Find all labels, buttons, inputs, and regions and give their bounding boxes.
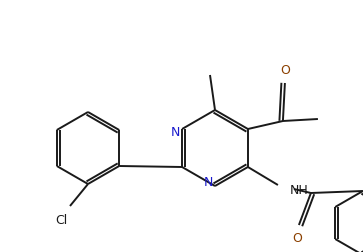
Text: Cl: Cl bbox=[55, 213, 67, 227]
Text: NH: NH bbox=[290, 184, 309, 198]
Text: O: O bbox=[280, 64, 290, 77]
Text: O: O bbox=[292, 233, 302, 245]
Text: N: N bbox=[203, 175, 213, 188]
Text: N: N bbox=[170, 127, 180, 140]
